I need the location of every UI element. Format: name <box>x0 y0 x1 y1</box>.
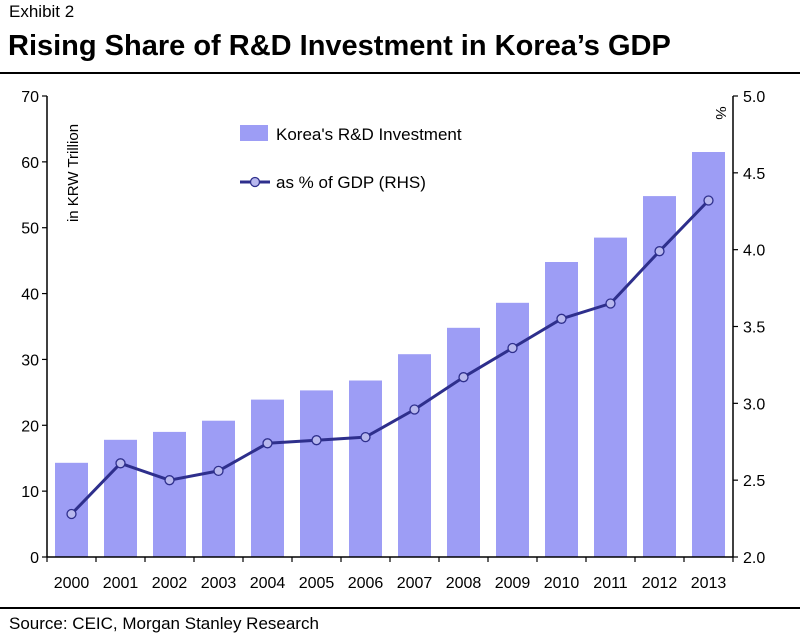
x-tick-label: 2001 <box>103 575 139 592</box>
bar-2013 <box>692 152 725 557</box>
bar-2003 <box>202 420 235 557</box>
bar-2011 <box>594 237 627 557</box>
right-tick-label: 3.5 <box>743 320 765 337</box>
line-point-2001 <box>115 458 126 469</box>
line-point-2009 <box>507 342 518 354</box>
gdp-share-line <box>70 199 710 516</box>
x-tick-label: 2002 <box>152 575 188 592</box>
x-tick-label: 2003 <box>201 575 237 592</box>
right-tick-label: 4.0 <box>743 243 765 260</box>
right-tick-label: 5.0 <box>743 89 765 106</box>
x-tick-label: 2005 <box>299 575 335 592</box>
bar-2002 <box>153 431 186 557</box>
line-point-2005 <box>311 435 322 446</box>
x-tick-label: 2010 <box>544 575 580 592</box>
x-tick-label: 2006 <box>348 575 384 592</box>
right-tick-label: 4.5 <box>743 166 765 183</box>
left-tick-label: 70 <box>21 89 39 106</box>
left-tick-label: 60 <box>21 155 39 172</box>
left-tick-label: 0 <box>30 550 39 567</box>
left-tick-label: 20 <box>21 418 39 435</box>
title-rule <box>0 72 800 74</box>
line-point-2000 <box>66 508 77 520</box>
line-point-2002 <box>164 475 175 486</box>
right-axis-label: % <box>712 106 729 119</box>
x-tick-label: 2008 <box>446 575 482 592</box>
left-tick-label: 30 <box>21 352 39 369</box>
bar-2007 <box>398 354 431 557</box>
line-point-2003 <box>213 465 224 477</box>
legend-line-label: as % of GDP (RHS) <box>276 173 426 192</box>
x-tick-label: 2012 <box>642 575 678 592</box>
source-note: Source: CEIC, Morgan Stanley Research <box>9 614 319 633</box>
bar-2005 <box>300 390 333 557</box>
line-point-2012 <box>654 246 665 257</box>
line-point-2004 <box>262 438 273 449</box>
exhibit-label: Exhibit 2 <box>9 2 75 21</box>
line-point-2008 <box>458 372 469 383</box>
left-tick-label: 50 <box>21 221 39 238</box>
line-point-2013 <box>703 195 714 206</box>
line-series <box>66 195 714 520</box>
footer-rule <box>0 607 800 609</box>
chart-title: Rising Share of R&D Investment in Korea’… <box>8 30 671 62</box>
bar-2006 <box>349 380 382 557</box>
bar-2001 <box>104 439 137 557</box>
left-axis-label: in KRW Trillion <box>65 124 82 222</box>
right-tick-label: 2.0 <box>743 550 765 567</box>
line-point-2010 <box>556 313 567 324</box>
line-point-2007 <box>409 404 420 415</box>
x-tick-label: 2000 <box>54 575 90 592</box>
right-tick-label: 3.0 <box>743 396 765 413</box>
x-tick-label: 2007 <box>397 575 433 592</box>
x-tick-label: 2011 <box>593 575 628 592</box>
line-point-2006 <box>360 431 371 443</box>
legend-line-marker <box>249 176 261 188</box>
x-tick-label: 2004 <box>250 575 286 592</box>
x-tick-label: 2009 <box>495 575 531 592</box>
left-tick-label: 10 <box>21 484 39 501</box>
bar-series <box>55 152 725 557</box>
line-point-2011 <box>605 298 616 309</box>
left-tick-label: 40 <box>21 287 39 304</box>
right-tick-label: 2.5 <box>743 473 765 490</box>
bar-2010 <box>545 262 578 557</box>
legend: Korea's R&D Investment as % of GDP (RHS) <box>240 125 462 192</box>
legend-bar-label: Korea's R&D Investment <box>276 125 462 144</box>
x-tick-label: 2013 <box>691 575 727 592</box>
bar-2008 <box>447 327 480 557</box>
axes <box>42 95 738 562</box>
tick-labels: 0 10 20 30 40 50 60 70 2.0 2.5 3.0 3.5 4.0 4.5 5.0 2000… <box>21 89 765 592</box>
bar-2004 <box>251 399 284 557</box>
legend-bar-swatch <box>240 125 268 141</box>
